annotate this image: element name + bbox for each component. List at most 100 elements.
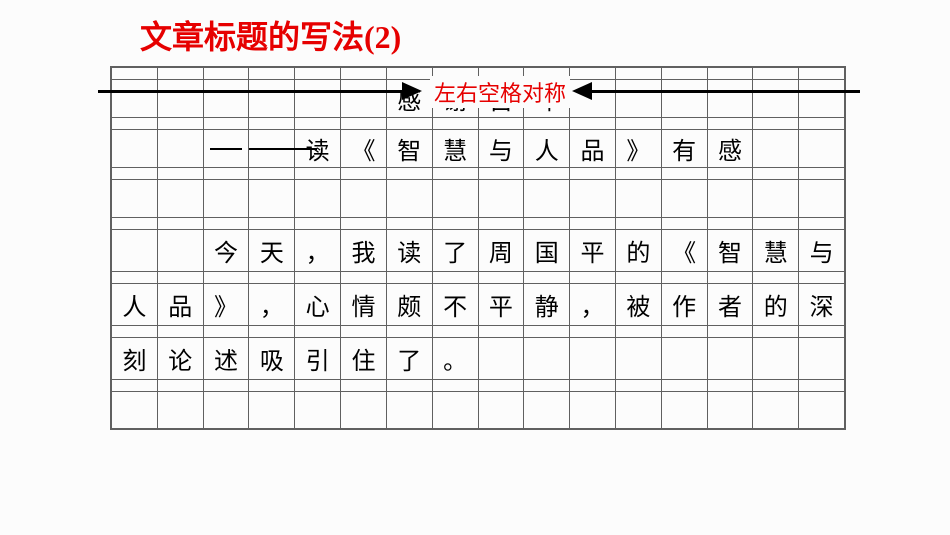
grid-cell: 我 (341, 230, 387, 271)
grid-cell (662, 118, 708, 129)
grid-cell (570, 392, 616, 428)
grid-cell (753, 380, 799, 391)
grid-cell (341, 168, 387, 179)
arrowhead-left (572, 82, 592, 100)
grid-cell (112, 68, 158, 79)
grid-cell (341, 380, 387, 391)
grid-cell (708, 392, 754, 428)
grid-cell (524, 218, 570, 229)
grid-cell (662, 380, 708, 391)
grid-cell (387, 168, 433, 179)
grid-cell (479, 326, 525, 337)
grid-cell: 智 (708, 230, 754, 271)
grid-cell (799, 272, 844, 283)
grid-cell (708, 168, 754, 179)
grid-cell: 了 (433, 230, 479, 271)
grid-cell (753, 118, 799, 129)
grid-cell (387, 180, 433, 217)
grid-cell (616, 118, 662, 129)
grid-cell (479, 380, 525, 391)
grid-cell (616, 338, 662, 379)
grid-cell (204, 380, 250, 391)
grid-cell: 《 (341, 130, 387, 167)
grid-cell (112, 218, 158, 229)
grid-cell (295, 180, 341, 217)
grid-cell: ， (570, 284, 616, 325)
grid-cell (249, 168, 295, 179)
grid-cell: 引 (295, 338, 341, 379)
grid-cell (662, 326, 708, 337)
grid-cell (479, 180, 525, 217)
grid-cell: 情 (341, 284, 387, 325)
grid-cell (662, 180, 708, 217)
grid-cell (341, 180, 387, 217)
grid-cell (249, 272, 295, 283)
grid-cell (524, 326, 570, 337)
grid-cell (799, 326, 844, 337)
grid-cell (112, 392, 158, 428)
grid-cell (570, 118, 616, 129)
grid-cell (708, 218, 754, 229)
grid-cell (570, 272, 616, 283)
grid-cell (112, 118, 158, 129)
grid-cell (570, 168, 616, 179)
grid-cell (753, 168, 799, 179)
grid-cell (204, 118, 250, 129)
grid-cell (158, 130, 204, 167)
grid-cell: 与 (479, 130, 525, 167)
grid-cell (387, 326, 433, 337)
grid-cell: 人 (112, 284, 158, 325)
grid-cell (295, 80, 341, 117)
grid-cell (708, 380, 754, 391)
grid-cell (112, 130, 158, 167)
grid-cell (662, 218, 708, 229)
grid-cell: 的 (616, 230, 662, 271)
title-cn: 文章标题的写法 (140, 19, 364, 55)
grid-cell (799, 180, 844, 217)
grid-cell (158, 230, 204, 271)
grid-cell (479, 218, 525, 229)
grid-cell (341, 326, 387, 337)
grid-cell (753, 392, 799, 428)
grid-cell (341, 392, 387, 428)
grid-cell (616, 326, 662, 337)
grid-cell (799, 380, 844, 391)
grid-cell: 读 (387, 230, 433, 271)
grid-cell: 国 (524, 230, 570, 271)
grid-cell (799, 118, 844, 129)
grid-cell (524, 168, 570, 179)
grid-cell (204, 168, 250, 179)
grid-cell (112, 326, 158, 337)
grid-cell (158, 380, 204, 391)
grid-cell (479, 118, 525, 129)
grid-cell (112, 380, 158, 391)
grid-cell (158, 392, 204, 428)
grid-cell (387, 392, 433, 428)
grid-cell (570, 338, 616, 379)
grid-cell: 今 (204, 230, 250, 271)
grid-cell: 颇 (387, 284, 433, 325)
grid-cell (433, 118, 479, 129)
grid-cell (433, 180, 479, 217)
grid-cell (433, 218, 479, 229)
grid-cell: 住 (341, 338, 387, 379)
annotation-centered: 左右空格对称 (430, 76, 570, 108)
grid-cell (570, 218, 616, 229)
grid-cell: 静 (524, 284, 570, 325)
grid-cell (570, 326, 616, 337)
grid-cell (158, 118, 204, 129)
grid-cell (204, 68, 250, 79)
grid-cell (341, 218, 387, 229)
grid-cell: 周 (479, 230, 525, 271)
grid-cell (616, 272, 662, 283)
grid-cell (708, 118, 754, 129)
grid-cell (753, 80, 799, 117)
grid-cell (341, 80, 387, 117)
grid-cell (112, 168, 158, 179)
grid-cell: 的 (753, 284, 799, 325)
grid-cell: 智 (387, 130, 433, 167)
grid-cell (708, 338, 754, 379)
grid-cell (204, 218, 250, 229)
grid-cell (524, 180, 570, 217)
grid-cell (799, 218, 844, 229)
